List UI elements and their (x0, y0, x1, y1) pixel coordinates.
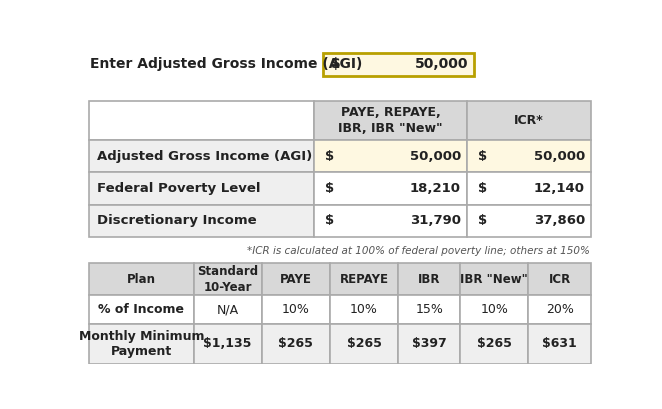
Text: 31,790: 31,790 (410, 214, 461, 227)
Text: $1,135: $1,135 (203, 337, 252, 351)
Text: Monthly Minimum
Payment: Monthly Minimum Payment (79, 330, 204, 358)
Text: $: $ (478, 214, 487, 227)
Bar (467, 140, 591, 172)
Bar (89, 324, 193, 364)
Text: 15%: 15% (415, 303, 443, 316)
Bar (261, 263, 330, 295)
Text: $: $ (324, 214, 334, 227)
Bar (460, 295, 528, 324)
Text: *ICR is calculated at 100% of federal poverty line; others at 150%: *ICR is calculated at 100% of federal po… (247, 246, 590, 256)
Bar (193, 324, 261, 364)
Text: $265: $265 (477, 337, 512, 351)
Text: $: $ (478, 150, 487, 163)
Bar (89, 295, 193, 324)
Bar (193, 263, 261, 295)
Text: 37,860: 37,860 (534, 214, 585, 227)
Text: ICR: ICR (549, 273, 571, 286)
Text: $265: $265 (279, 337, 313, 351)
Bar (323, 53, 474, 76)
Text: N/A: N/A (216, 303, 239, 316)
Bar (314, 172, 467, 204)
Text: $: $ (324, 182, 334, 195)
Text: $397: $397 (412, 337, 447, 351)
Text: 10%: 10% (350, 303, 378, 316)
Bar (89, 101, 314, 140)
Bar (460, 324, 528, 364)
Bar (193, 295, 261, 324)
Text: 12,140: 12,140 (534, 182, 585, 195)
Bar (398, 324, 460, 364)
Bar (467, 101, 591, 140)
Bar (467, 204, 591, 237)
Text: Adjusted Gross Income (AGI): Adjusted Gross Income (AGI) (97, 150, 312, 163)
Text: Discretionary Income: Discretionary Income (97, 214, 256, 227)
Text: $: $ (331, 58, 340, 72)
Text: 50,000: 50,000 (410, 150, 461, 163)
Text: PAYE, REPAYE,
IBR, IBR "New": PAYE, REPAYE, IBR, IBR "New" (338, 106, 443, 135)
Text: REPAYE: REPAYE (340, 273, 389, 286)
Bar (398, 263, 460, 295)
Bar (314, 101, 467, 140)
Text: 50,000: 50,000 (414, 58, 468, 72)
Text: ICR*: ICR* (514, 114, 544, 127)
Text: % of Income: % of Income (98, 303, 184, 316)
Text: $631: $631 (542, 337, 577, 351)
Text: 10%: 10% (282, 303, 310, 316)
Text: IBR "New": IBR "New" (460, 273, 528, 286)
Bar (314, 140, 467, 172)
Text: $: $ (478, 182, 487, 195)
Text: $: $ (324, 150, 334, 163)
Text: IBR: IBR (418, 273, 440, 286)
Text: Plan: Plan (126, 273, 156, 286)
Text: 18,210: 18,210 (410, 182, 461, 195)
Bar (528, 295, 591, 324)
Text: PAYE: PAYE (280, 273, 312, 286)
Text: 10%: 10% (481, 303, 508, 316)
Bar (467, 172, 591, 204)
Bar (261, 295, 330, 324)
Bar (261, 324, 330, 364)
Text: 50,000: 50,000 (534, 150, 585, 163)
Bar (330, 295, 398, 324)
Bar (89, 263, 193, 295)
Bar (528, 263, 591, 295)
Text: Federal Poverty Level: Federal Poverty Level (97, 182, 260, 195)
Bar (528, 324, 591, 364)
Bar (330, 263, 398, 295)
Text: $265: $265 (347, 337, 381, 351)
Bar (330, 324, 398, 364)
Bar (89, 204, 314, 237)
Bar (460, 263, 528, 295)
Bar (314, 204, 467, 237)
Bar (398, 295, 460, 324)
Bar (89, 172, 314, 204)
Bar (89, 140, 314, 172)
Text: Enter Adjusted Gross Income (AGI): Enter Adjusted Gross Income (AGI) (91, 58, 363, 72)
Text: Standard
10-Year: Standard 10-Year (197, 265, 258, 294)
Text: 20%: 20% (546, 303, 574, 316)
